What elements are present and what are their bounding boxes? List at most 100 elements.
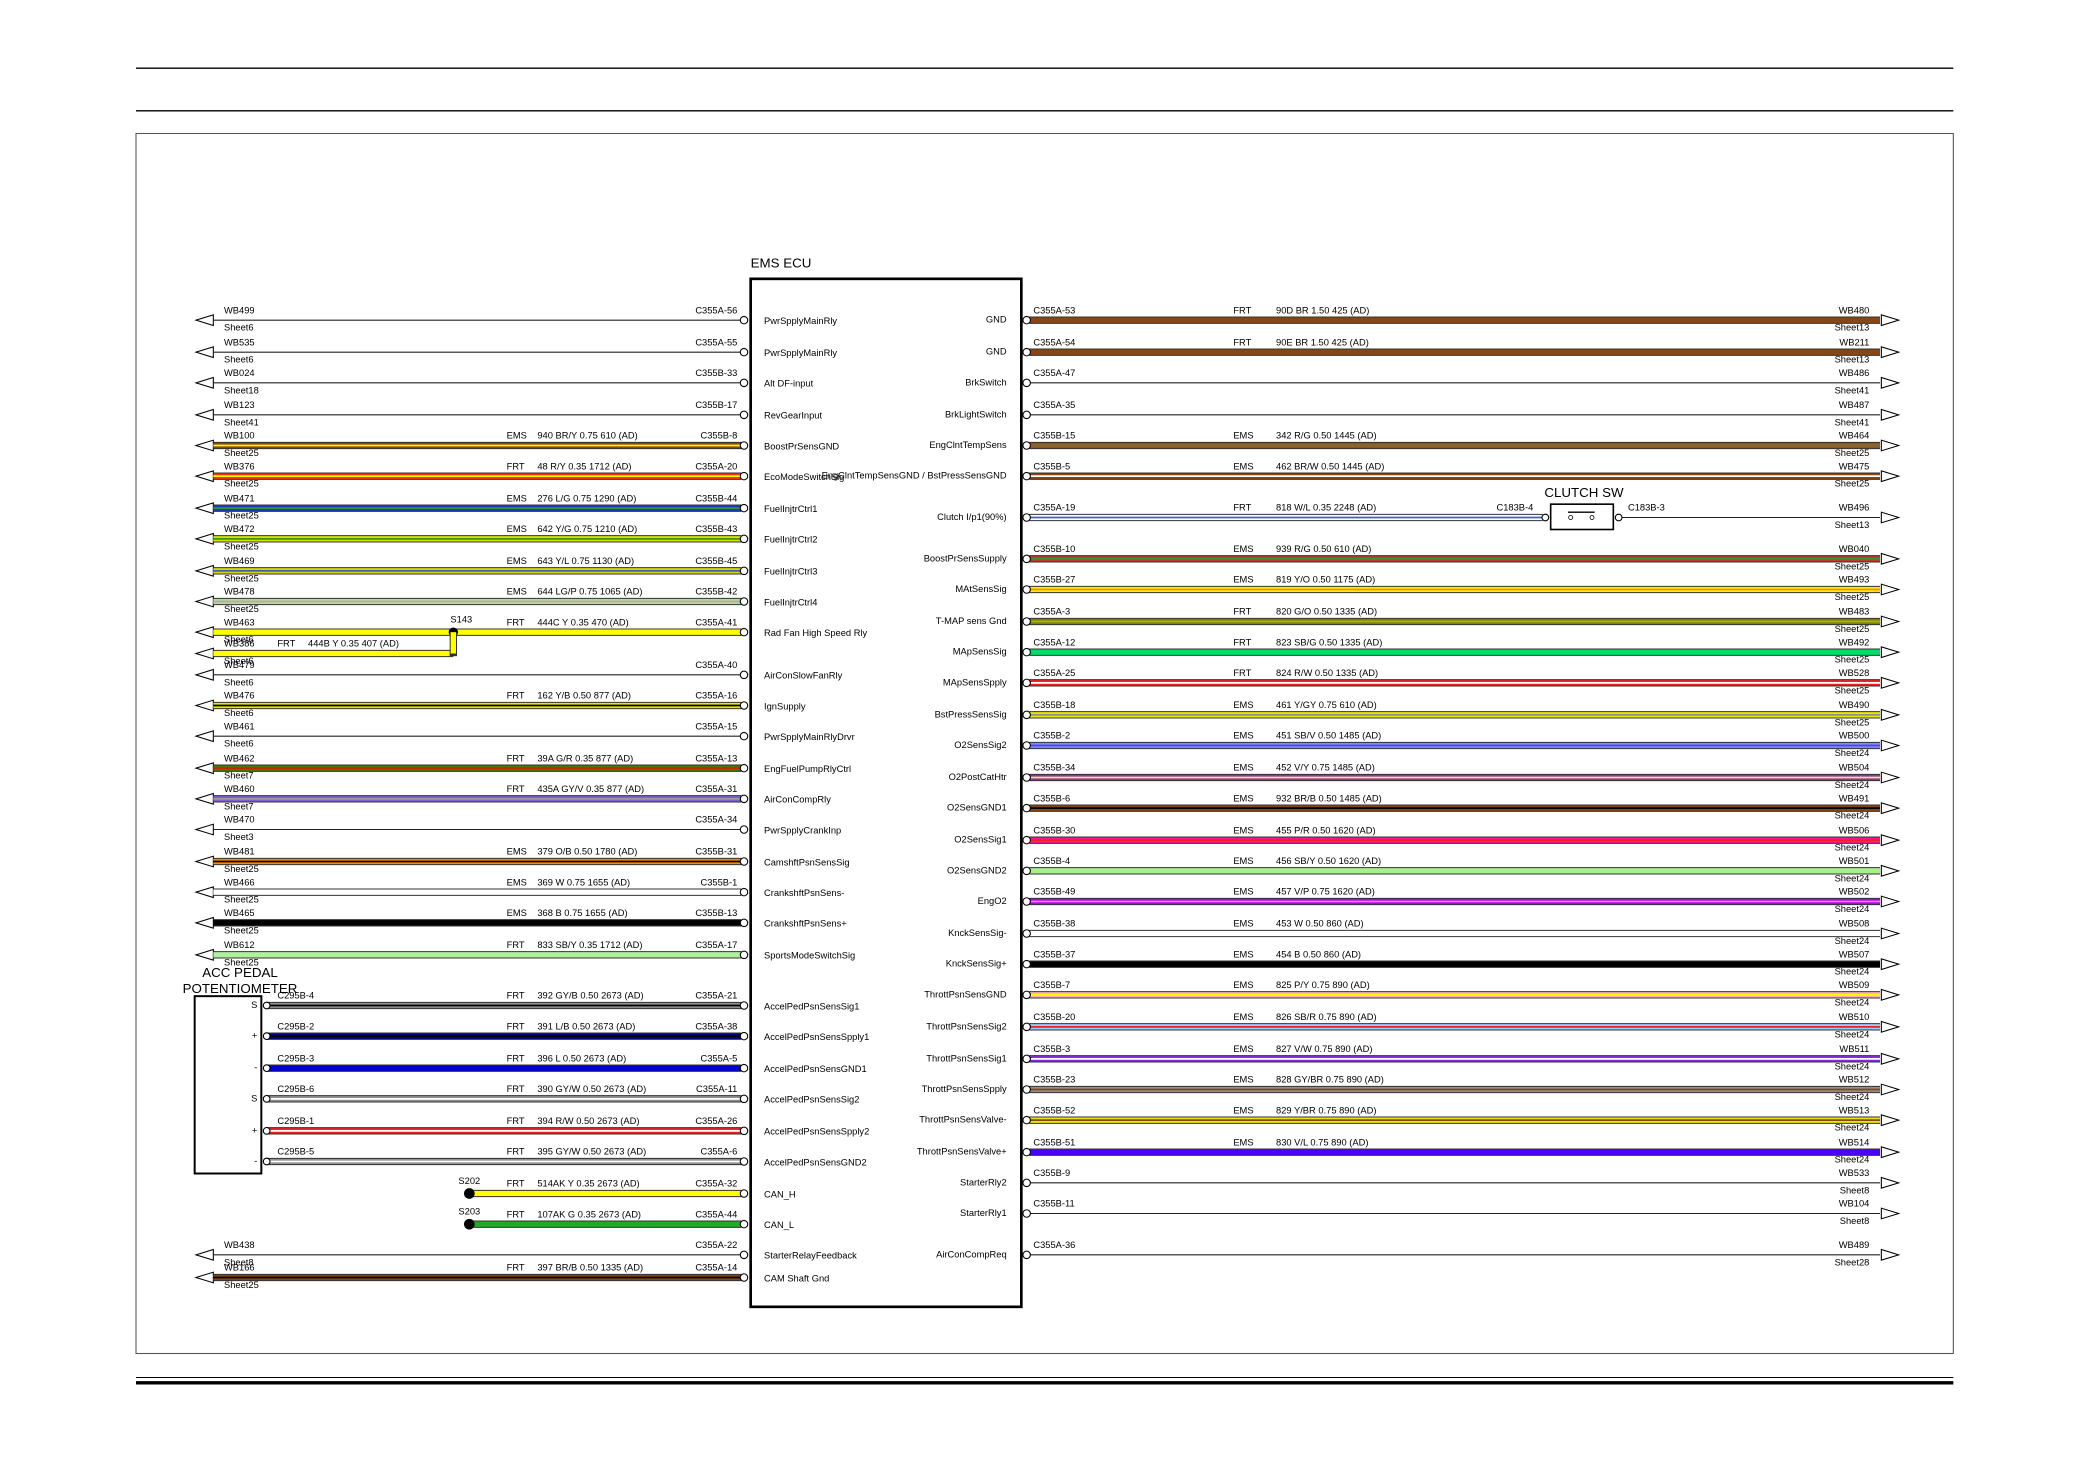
wire-spec: 820 G/O 0.50 1335 (AD) bbox=[1276, 607, 1377, 617]
pin-label: C355B-34 bbox=[1033, 763, 1075, 773]
signal-label: SportsModeSwitchSig bbox=[764, 951, 855, 961]
sheet-label: Sheet7 bbox=[224, 771, 254, 781]
switch-box bbox=[1549, 503, 1615, 531]
arrow bbox=[1880, 376, 1901, 389]
harness-label: FRT bbox=[1233, 305, 1251, 315]
wire-spec: 644 LG/P 0.75 1065 (AD) bbox=[537, 587, 642, 597]
connector-label: WB481 bbox=[224, 847, 255, 857]
pin-label: C355B-9 bbox=[1033, 1168, 1070, 1178]
harness-label: FRT bbox=[507, 1209, 525, 1219]
wire-spec: 396 L 0.50 2673 (AD) bbox=[537, 1053, 626, 1063]
arrow bbox=[1880, 802, 1901, 815]
signal-label: AirConSlowFanRly bbox=[764, 671, 843, 681]
pin-label: C355A-40 bbox=[695, 660, 737, 670]
harness-label: FRT bbox=[1233, 637, 1251, 647]
connector-label: WB460 bbox=[224, 784, 255, 794]
signal-label: ThrottPsnSensGND bbox=[924, 989, 1007, 999]
pin-label: C355B-23 bbox=[1033, 1075, 1075, 1085]
signal-label: GND bbox=[986, 347, 1007, 357]
sheet-label: Sheet24 bbox=[1835, 936, 1870, 946]
pin-label: C355B-38 bbox=[1033, 919, 1075, 929]
sheet-label: Sheet24 bbox=[1835, 1029, 1870, 1039]
arrow bbox=[1880, 739, 1901, 752]
connector-label: WB469 bbox=[224, 556, 255, 566]
harness-label: EMS bbox=[1233, 1044, 1253, 1054]
connector-label: WB506 bbox=[1839, 825, 1870, 835]
pin bbox=[739, 1063, 749, 1073]
sheet-label: Sheet8 bbox=[1840, 1185, 1870, 1195]
pin-label: C355B-33 bbox=[695, 368, 737, 378]
connector-label: WB535 bbox=[224, 337, 255, 347]
connector-label: WB480 bbox=[1839, 305, 1870, 315]
pin-label: C355B-18 bbox=[1033, 700, 1075, 710]
pin bbox=[739, 1273, 749, 1282]
pin-label: C355A-44 bbox=[695, 1209, 737, 1219]
wire-spec: 39A G/R 0.35 877 (AD) bbox=[537, 753, 633, 763]
sheet-label: Sheet24 bbox=[1835, 997, 1870, 1007]
arrow bbox=[1880, 834, 1901, 847]
wire-spec: 395 GY/W 0.50 2673 (AD) bbox=[537, 1147, 646, 1157]
harness-label: FRT bbox=[1233, 668, 1251, 678]
pin bbox=[739, 670, 749, 680]
sheet-label: Sheet25 bbox=[224, 864, 259, 874]
harness-label: FRT bbox=[507, 1021, 525, 1031]
pin bbox=[739, 410, 749, 420]
connector-label: C295B-1 bbox=[277, 1116, 314, 1126]
sheet-label: Sheet6 bbox=[224, 635, 254, 645]
terminal: - bbox=[254, 1156, 257, 1166]
wire-spec: 452 V/Y 0.75 1485 (AD) bbox=[1276, 763, 1375, 773]
wire-spec: 826 SB/R 0.75 890 (AD) bbox=[1276, 1012, 1377, 1022]
wire-spec: 276 L/G 0.75 1290 (AD) bbox=[537, 493, 636, 503]
pin-label: C355B-51 bbox=[1033, 1137, 1075, 1147]
pin-label: C355B-49 bbox=[1033, 887, 1075, 897]
connector-label: WB508 bbox=[1839, 919, 1870, 929]
sheet-label: Sheet25 bbox=[224, 448, 259, 458]
arrow bbox=[194, 564, 214, 577]
wire-spec: 642 Y/G 0.75 1210 (AD) bbox=[537, 524, 637, 534]
pin-label: C355B-10 bbox=[1033, 544, 1075, 554]
sheet-label: Sheet25 bbox=[1835, 717, 1870, 727]
wire-spec: 828 GY/BR 0.75 890 (AD) bbox=[1276, 1075, 1384, 1085]
connector-label: WB511 bbox=[1839, 1044, 1869, 1054]
pin-label: C355A-36 bbox=[1033, 1240, 1075, 1250]
arrow bbox=[1880, 771, 1901, 784]
pin bbox=[739, 950, 749, 960]
pin bbox=[739, 378, 749, 388]
signal-label: StarterRelayFeedback bbox=[764, 1251, 857, 1261]
pin-label: C355B-17 bbox=[695, 400, 737, 410]
arrow bbox=[194, 792, 214, 805]
wire-spec: 939 R/G 0.50 610 (AD) bbox=[1276, 544, 1371, 554]
pin bbox=[1022, 378, 1031, 388]
arrow bbox=[194, 346, 214, 359]
connector-label: C183B-3 bbox=[1628, 503, 1665, 513]
pin bbox=[1022, 959, 1031, 969]
ecu-title: EMS ECU bbox=[751, 256, 812, 271]
pin-label: C355A-3 bbox=[1033, 607, 1070, 617]
pin bbox=[1022, 773, 1031, 782]
pin-label: C355B-5 bbox=[1033, 461, 1070, 471]
signal-label: MApSensSpply bbox=[943, 677, 1007, 687]
signal-label: AccelPedPsnSensSig1 bbox=[764, 1001, 859, 1011]
wire-spec: 643 Y/L 0.75 1130 (AD) bbox=[537, 556, 634, 566]
arrow bbox=[1880, 583, 1901, 596]
connector-label: WB471 bbox=[224, 493, 255, 503]
pin-label: C355A-38 bbox=[695, 1021, 737, 1031]
harness-label: EMS bbox=[1233, 431, 1253, 441]
pin bbox=[1022, 554, 1031, 564]
arrow bbox=[194, 699, 214, 712]
pin bbox=[739, 627, 749, 637]
wire-spec: 461 Y/GY 0.75 610 (AD) bbox=[1276, 700, 1377, 710]
pedal-label: ACC PEDAL bbox=[202, 965, 278, 980]
signal-label: Alt DF-input bbox=[764, 379, 814, 389]
signal-label: AccelPedPsnSensSpply1 bbox=[764, 1032, 869, 1042]
pin bbox=[1022, 866, 1031, 876]
connector-label: WB512 bbox=[1839, 1075, 1870, 1085]
wire-spec: 369 W 0.75 1655 (AD) bbox=[537, 877, 630, 887]
arrow bbox=[1880, 1248, 1901, 1261]
connector-label: WB463 bbox=[224, 617, 255, 627]
connector-label: WB470 bbox=[224, 815, 255, 825]
signal-label: BoostPrSensSupply bbox=[924, 553, 1007, 563]
wire-spec: 818 W/L 0.35 2248 (AD) bbox=[1276, 503, 1376, 513]
harness-label: EMS bbox=[1233, 575, 1253, 585]
